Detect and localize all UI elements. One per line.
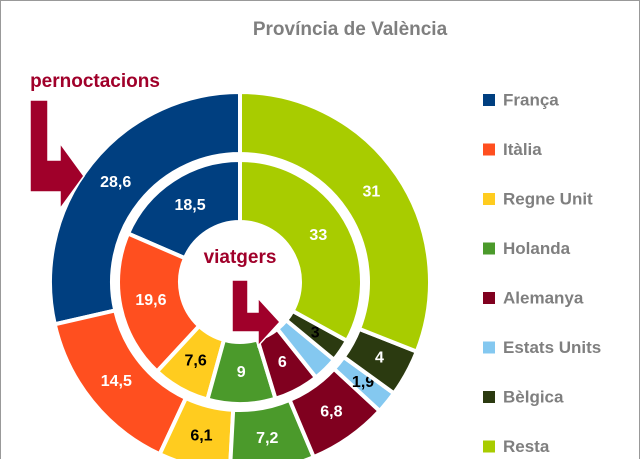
inner-ring-label: viatgers (204, 247, 277, 268)
data-label: 3 (311, 324, 320, 341)
legend-label: França (503, 90, 559, 109)
data-label: 18,5 (174, 197, 205, 214)
legend-swatch (483, 94, 495, 106)
legend-label: Resta (503, 437, 550, 456)
legend-swatch (483, 143, 495, 156)
wedge (116, 230, 203, 375)
data-label: 9 (237, 364, 246, 381)
data-label: 28,6 (100, 174, 131, 191)
outer-ring-label: pernoctacions (30, 71, 160, 92)
chart-title: Província de València (253, 19, 448, 40)
data-label: 7,2 (256, 430, 278, 447)
data-label: 31 (363, 184, 381, 201)
data-label: 6 (278, 354, 287, 371)
legend-swatch (483, 292, 495, 304)
legend: França Itàlia Regne Unit Holanda Alemanya Est… (483, 90, 601, 456)
data-label: 4 (375, 350, 384, 367)
wedge (125, 157, 242, 261)
legend-label: Alemanya (503, 288, 584, 307)
data-label: 19,6 (135, 292, 166, 309)
data-label: 1,9 (352, 374, 374, 391)
wedge (48, 89, 242, 327)
legend-label: Holanda (503, 239, 571, 258)
wedge (238, 89, 432, 355)
data-label: 6,1 (190, 427, 212, 444)
legend-swatch (483, 193, 495, 205)
wedge (238, 157, 364, 344)
legend-swatch (483, 391, 495, 403)
legend-label: Regne Unit (503, 189, 593, 208)
legend-label: Bèlgica (503, 387, 564, 406)
data-label: 7,6 (185, 353, 207, 370)
arrow (231, 279, 282, 348)
legend-swatch (483, 242, 495, 255)
data-label: 33 (309, 227, 327, 244)
legend-label: Itàlia (503, 140, 542, 159)
legend-swatch (483, 341, 495, 354)
data-label: 14,5 (101, 373, 132, 390)
legend-swatch (483, 440, 495, 453)
legend-label: Estats Units (503, 338, 601, 357)
data-label: 6,8 (320, 403, 342, 420)
arrow (29, 99, 85, 212)
